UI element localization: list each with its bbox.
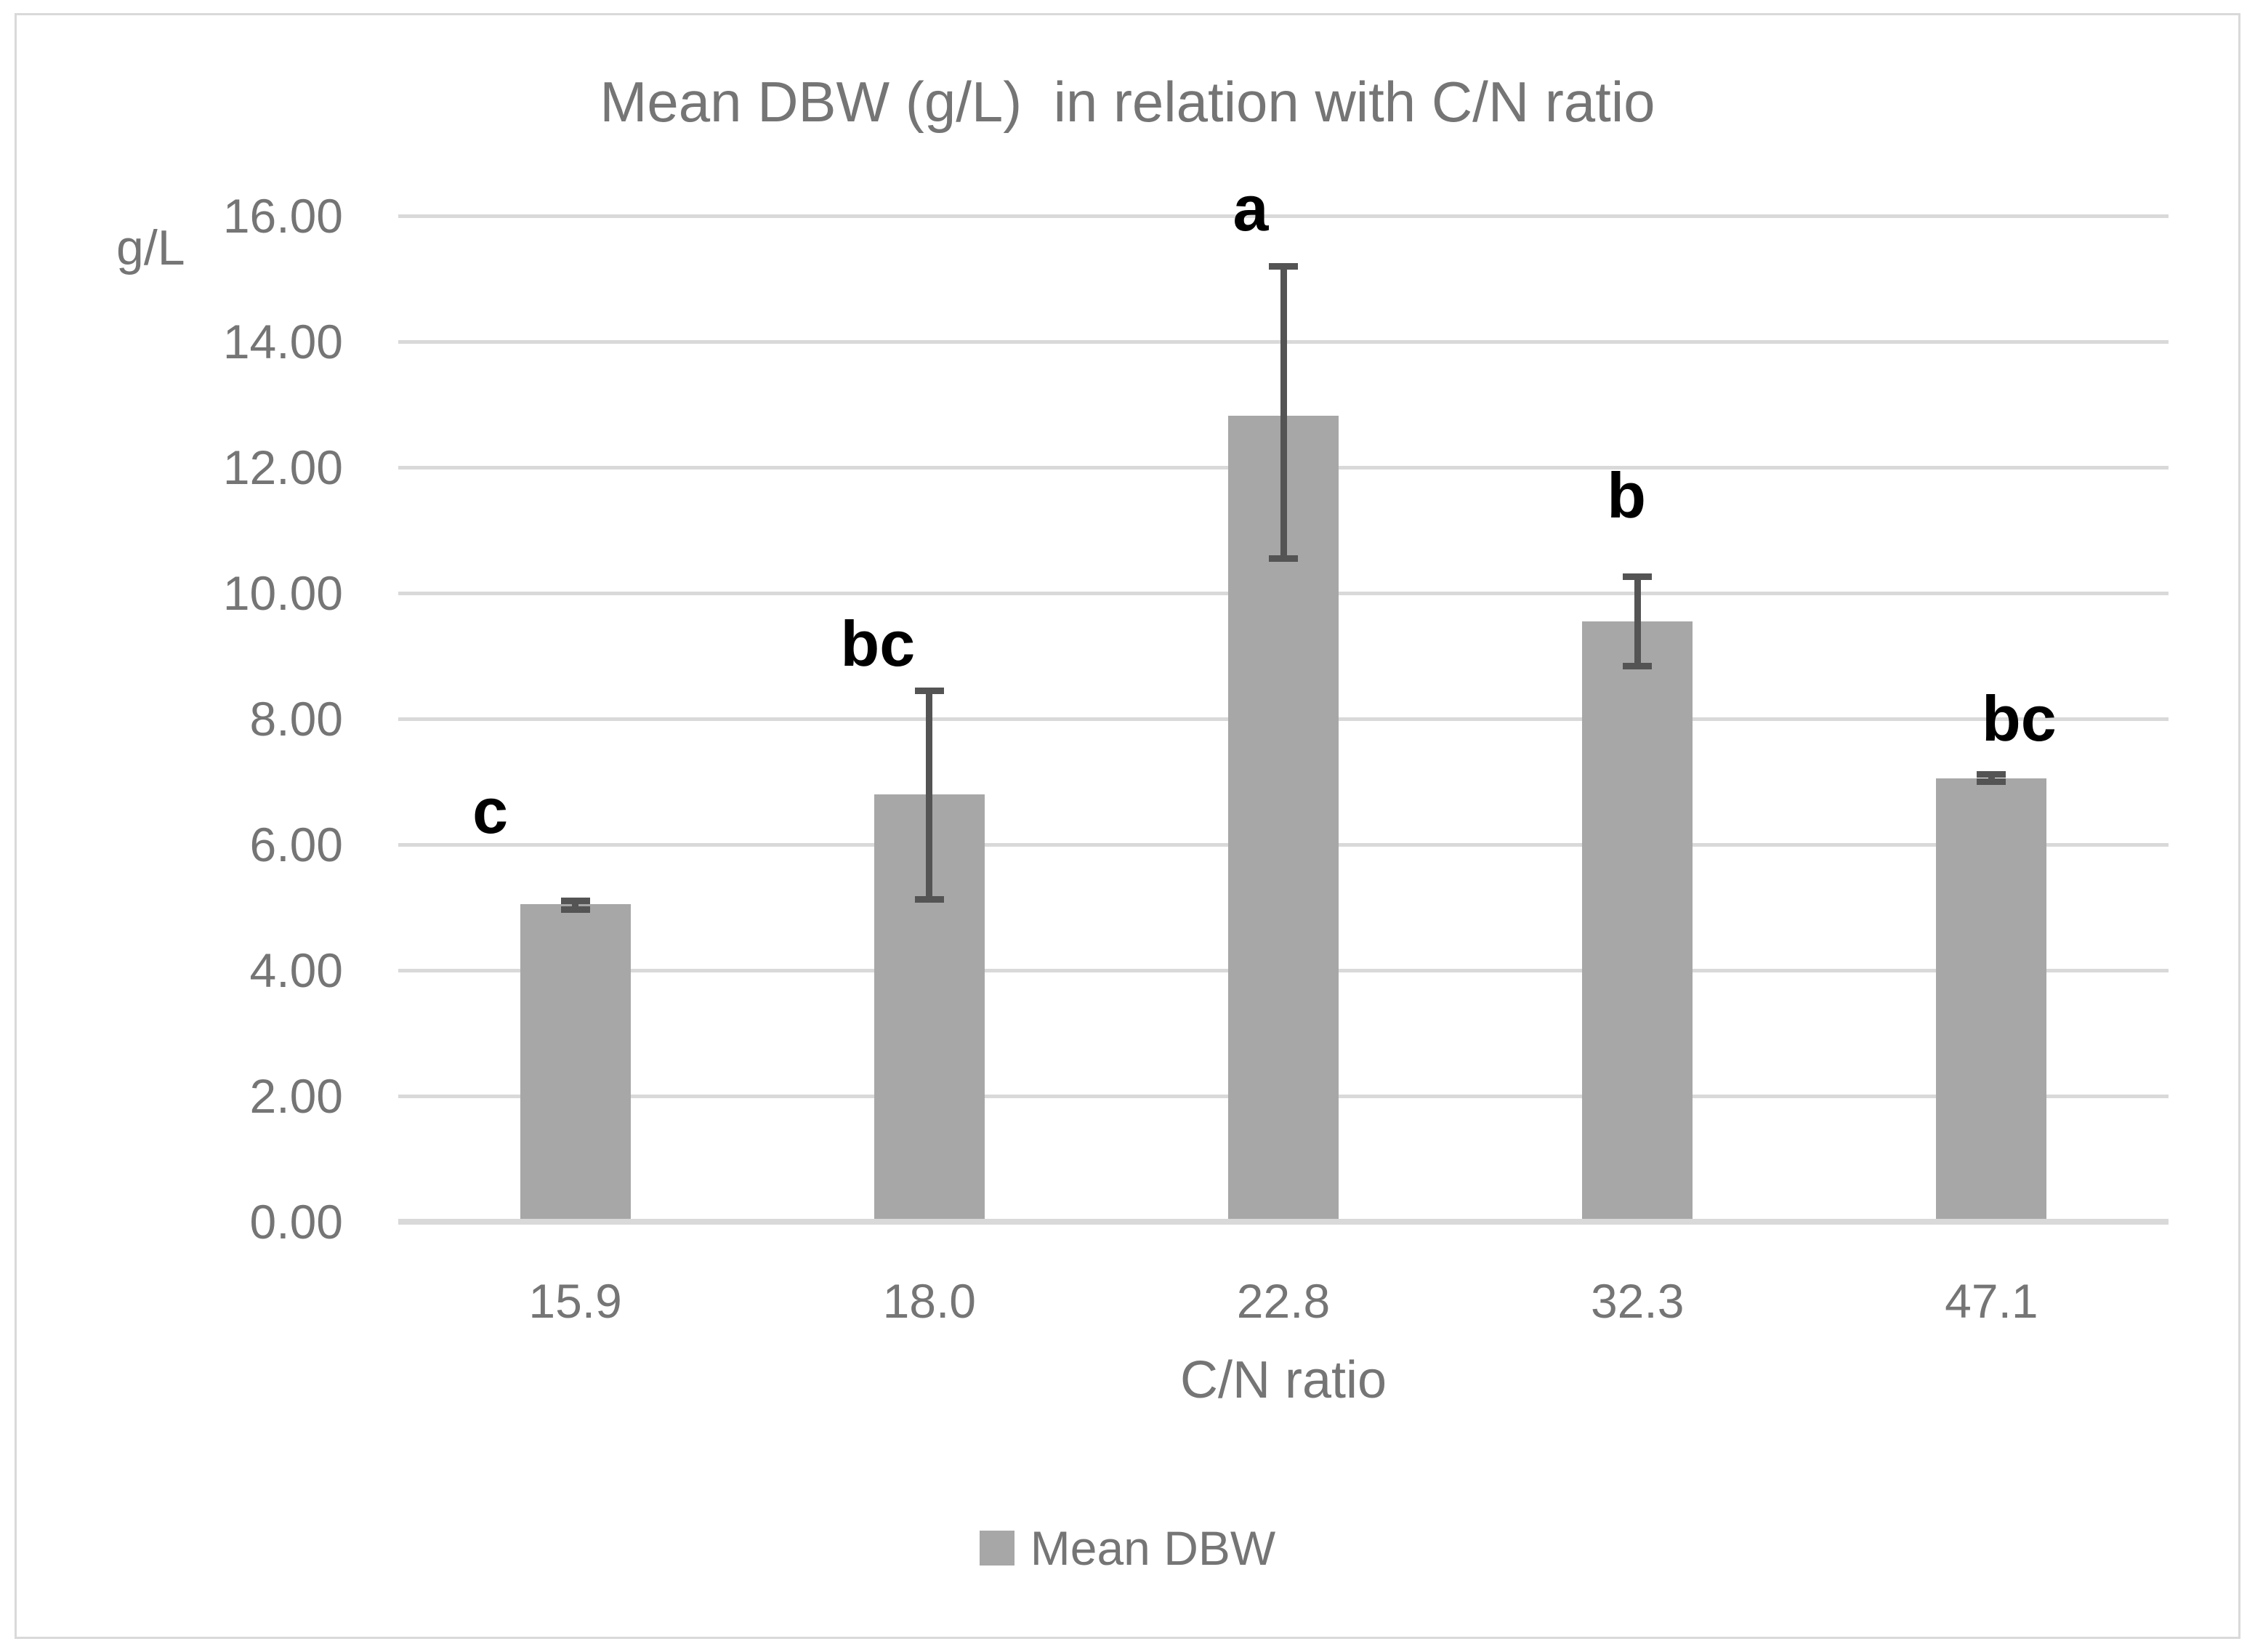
y-tick-label: 16.00 [222,189,343,243]
error-bar-cap [1623,662,1653,669]
y-tick-label: 10.00 [222,566,343,620]
error-bar-line [1634,576,1641,666]
bar-15.9 [520,904,631,1219]
error-bar-cap [1269,555,1298,562]
legend: Mean DBW [0,1520,2255,1576]
legend-swatch [979,1531,1014,1566]
legend-label: Mean DBW [1030,1521,1276,1575]
bar-47.1 [1936,778,2047,1219]
significance-letter-c: c [472,775,509,847]
y-tick-label: 2.00 [249,1069,343,1123]
gridline [398,214,2169,218]
bar-32.3 [1582,621,1693,1219]
x-tick-label-15.9: 15.9 [528,1274,622,1328]
error-bar-cap [914,687,944,694]
x-tick-label-32.3: 32.3 [1590,1274,1685,1328]
error-bar-line [572,900,579,910]
y-tick-label: 8.00 [249,692,343,746]
y-tick-label: 6.00 [249,818,343,871]
y-tick-label: 14.00 [222,315,343,368]
x-tick-label-47.1: 47.1 [1945,1274,2038,1328]
y-tick-label: 0.00 [249,1195,343,1249]
error-bar-line [1280,266,1287,559]
error-bar-cap [560,898,590,905]
x-tick-label-22.8: 22.8 [1236,1274,1331,1328]
chart-title: Mean DBW (g/L) in relation with C/N rati… [600,70,1655,134]
error-bar-cap [560,906,590,913]
significance-letter-bc: bc [1982,682,2057,754]
y-axis-unit-label: g/L [116,220,185,275]
x-tick-label-18.0: 18.0 [882,1274,977,1328]
error-bar-cap [1977,771,2006,778]
chart-border [15,13,2240,1639]
significance-letter-b: b [1607,459,1647,531]
y-tick-label: 12.00 [222,440,343,494]
error-bar-cap [1977,778,2006,785]
error-bar-cap [1623,573,1653,580]
significance-letter-a: a [1233,172,1269,244]
error-bar-line [1988,774,1995,782]
error-bar-cap [914,895,944,903]
error-bar-line [926,690,933,900]
x-axis-title: C/N ratio [1179,1351,1387,1409]
error-bar-cap [1269,262,1298,270]
significance-letter-bc: bc [840,608,916,680]
x-axis-line [398,1219,2169,1225]
y-tick-label: 4.00 [249,943,343,997]
